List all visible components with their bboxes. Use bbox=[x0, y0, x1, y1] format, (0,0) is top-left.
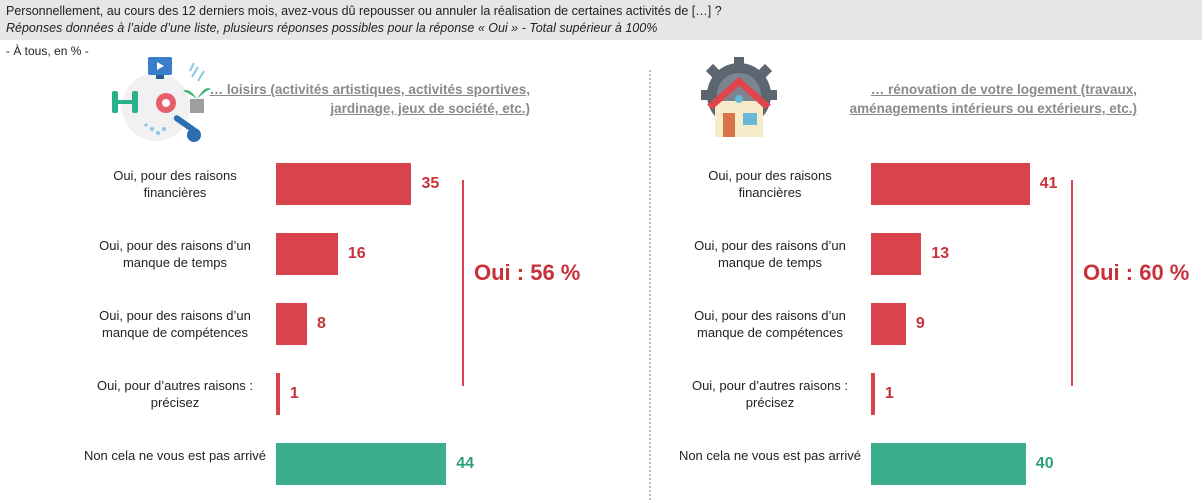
category-label: Oui, pour des raisons financières bbox=[708, 168, 832, 200]
bar bbox=[871, 163, 1030, 205]
category-label: Oui, pour des raisons d’un manque de tem… bbox=[694, 238, 846, 270]
panel-leisure: … loisirs (activités artistiques, activi… bbox=[0, 0, 600, 501]
data-label: 1 bbox=[884, 385, 894, 402]
category-label: Oui, pour des raisons d’un manque de com… bbox=[694, 308, 846, 340]
question-text: Personnellement, au cours des 12 dernier… bbox=[6, 4, 722, 18]
total-bracket bbox=[462, 180, 464, 386]
data-label: 9 bbox=[915, 315, 925, 332]
data-label: 35 bbox=[421, 175, 440, 192]
question-instructions: Réponses données à l’aide d’une liste, p… bbox=[6, 21, 658, 35]
panel-title: … rénovation de votre logement (travaux,… bbox=[849, 82, 1137, 116]
category-label: Oui, pour des raisons d’un manque de com… bbox=[99, 308, 251, 340]
panel-renovation: … rénovation de votre logement (travaux,… bbox=[595, 0, 1195, 501]
category-label: Oui, pour d’autres raisons : précisez bbox=[96, 378, 254, 410]
bar bbox=[871, 303, 906, 345]
house-renovation-icon bbox=[695, 55, 785, 150]
leisure-icon bbox=[106, 55, 216, 150]
data-label: 8 bbox=[316, 315, 326, 332]
base-note: - À tous, en % - bbox=[6, 44, 89, 58]
category-label: Oui, pour des raisons d’un manque de tem… bbox=[99, 238, 251, 270]
panel-divider bbox=[649, 70, 651, 500]
bar bbox=[871, 233, 922, 275]
total-label: Oui : 60 % bbox=[1083, 260, 1190, 285]
bar bbox=[276, 443, 447, 485]
bar bbox=[276, 163, 412, 205]
data-label: 16 bbox=[347, 245, 366, 262]
total-bracket bbox=[1071, 180, 1073, 386]
bar bbox=[871, 373, 875, 415]
data-label: 13 bbox=[931, 245, 950, 262]
category-label: Non cela ne vous est pas arrivé bbox=[83, 448, 267, 463]
data-label: 41 bbox=[1039, 175, 1058, 192]
bar bbox=[871, 443, 1026, 485]
category-label: Oui, pour des raisons financières bbox=[113, 168, 237, 200]
data-label: 1 bbox=[289, 385, 299, 402]
question-header: Personnellement, au cours des 12 dernier… bbox=[0, 0, 1202, 40]
bar bbox=[276, 303, 307, 345]
total-label: Oui : 56 % bbox=[474, 260, 581, 285]
panel-title: … loisirs (activités artistiques, activi… bbox=[209, 82, 530, 116]
data-label: 40 bbox=[1035, 455, 1054, 472]
category-label: Oui, pour d’autres raisons : précisez bbox=[691, 378, 849, 410]
bar bbox=[276, 233, 338, 275]
category-label: Non cela ne vous est pas arrivé bbox=[678, 448, 862, 463]
bar bbox=[276, 373, 280, 415]
data-label: 44 bbox=[456, 455, 475, 472]
